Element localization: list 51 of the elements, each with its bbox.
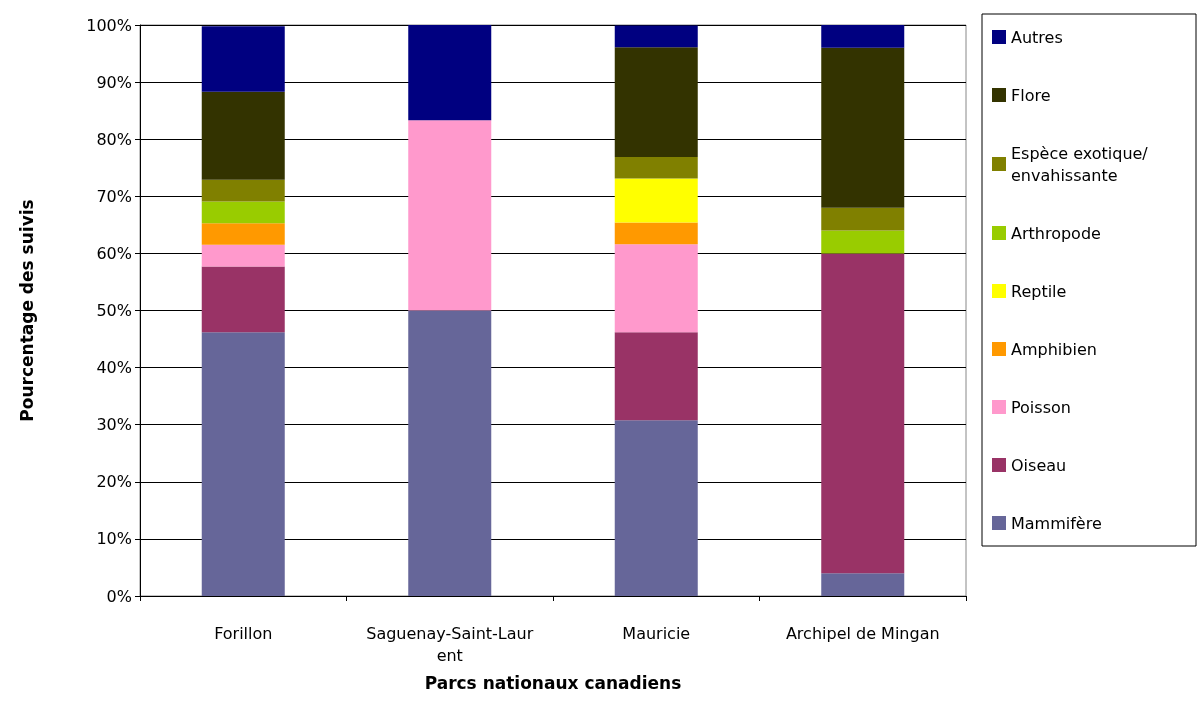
bar [614,222,698,245]
bar [201,26,285,92]
y-axis-title: Pourcentage des suivis [16,199,37,422]
bar [614,25,698,48]
bar [201,244,285,267]
y-tick-label: 20% [96,472,132,492]
bar [408,25,492,121]
legend-label: Arthropode [1011,223,1101,243]
y-tick-label: 80% [96,129,132,149]
bar [201,266,285,333]
bar [614,156,698,179]
legend-label: Flore [1011,85,1051,105]
bar [821,253,905,574]
bar [201,201,285,224]
y-tick-label: 40% [96,358,132,378]
bar [614,244,698,333]
legend-label: Espèce exotique/ envahissante [1011,143,1153,185]
y-tick-label: 50% [96,301,132,320]
bar [614,47,698,157]
bar [821,207,905,231]
bar [821,230,905,254]
legend-label: Autres [1011,27,1063,47]
legend-label: Mammifère [1011,513,1102,533]
x-tick-label: Forillon [214,623,273,643]
bar [201,91,285,180]
bar [821,47,905,208]
legend-label: Reptile [1011,281,1067,301]
bar [614,178,698,223]
bar [201,332,285,596]
bar [821,573,905,596]
y-tick-label: 0% [106,586,132,606]
bar [201,179,285,202]
x-tick-label: Mauricie [622,623,691,643]
bar [614,420,698,596]
x-tick-label: Saguenay-Saint-Laurent [366,623,534,665]
legend-label: Poisson [1011,397,1071,417]
y-tick-label: 90% [96,72,132,92]
bar [408,310,492,596]
y-tick-label: 30% [96,415,132,435]
bar [821,25,905,48]
bar [408,120,492,311]
y-tick-label: 60% [96,243,132,263]
legend-label: Amphibien [1011,339,1097,359]
x-tick-label: Archipel de Mingan [785,623,940,643]
bar [614,332,698,421]
y-tick-label: 10% [96,529,132,549]
y-tick-label: 100% [86,15,132,35]
y-tick-label: 70% [96,186,132,206]
x-axis-title: Parcs nationaux canadiens [424,672,682,693]
legend-label: Oiseau [1011,455,1067,475]
bar [201,223,285,245]
